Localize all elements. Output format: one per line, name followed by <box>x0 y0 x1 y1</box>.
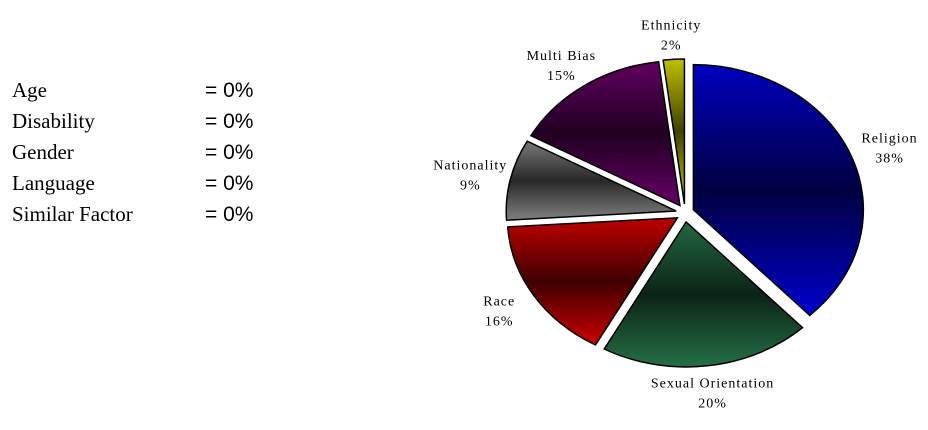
list-name: Language <box>12 171 95 195</box>
slice-label: Nationality <box>433 159 507 174</box>
list-name: Age <box>12 78 47 102</box>
pie: Religion 38% Sexual Orientation 20% Race 16% N… <box>433 18 917 412</box>
list-value: = 0% <box>205 141 253 164</box>
list-value: = 0% <box>205 172 253 195</box>
slice-shade <box>530 61 680 206</box>
slice-label: Ethnicity <box>641 18 701 33</box>
list-value: = 0% <box>205 110 253 133</box>
slice-label: Sexual Orientation <box>651 377 774 392</box>
slice-shade <box>693 64 864 316</box>
value-label: 16% <box>485 314 514 329</box>
slice-shade <box>663 59 685 205</box>
value-label: 20% <box>698 397 727 412</box>
slice-label: Race <box>483 294 515 309</box>
list-name: Gender <box>12 140 74 164</box>
list-name: Disability <box>12 109 95 133</box>
value-label: 15% <box>547 69 576 84</box>
value-label: 2% <box>661 38 682 53</box>
slice-shade <box>506 141 677 221</box>
zero-list: Age = 0% Disability = 0% Gender = 0% Language =… <box>12 78 253 226</box>
value-label: 38% <box>875 152 904 167</box>
slice-shade <box>604 221 803 367</box>
slice-shade <box>507 217 678 345</box>
list-name: Similar Factor <box>12 202 133 226</box>
slice-label: Multi Bias <box>527 49 597 64</box>
list-value: = 0% <box>205 203 253 226</box>
slice-label: Religion <box>861 132 917 147</box>
value-label: 9% <box>460 179 481 194</box>
list-value: = 0% <box>205 79 253 102</box>
